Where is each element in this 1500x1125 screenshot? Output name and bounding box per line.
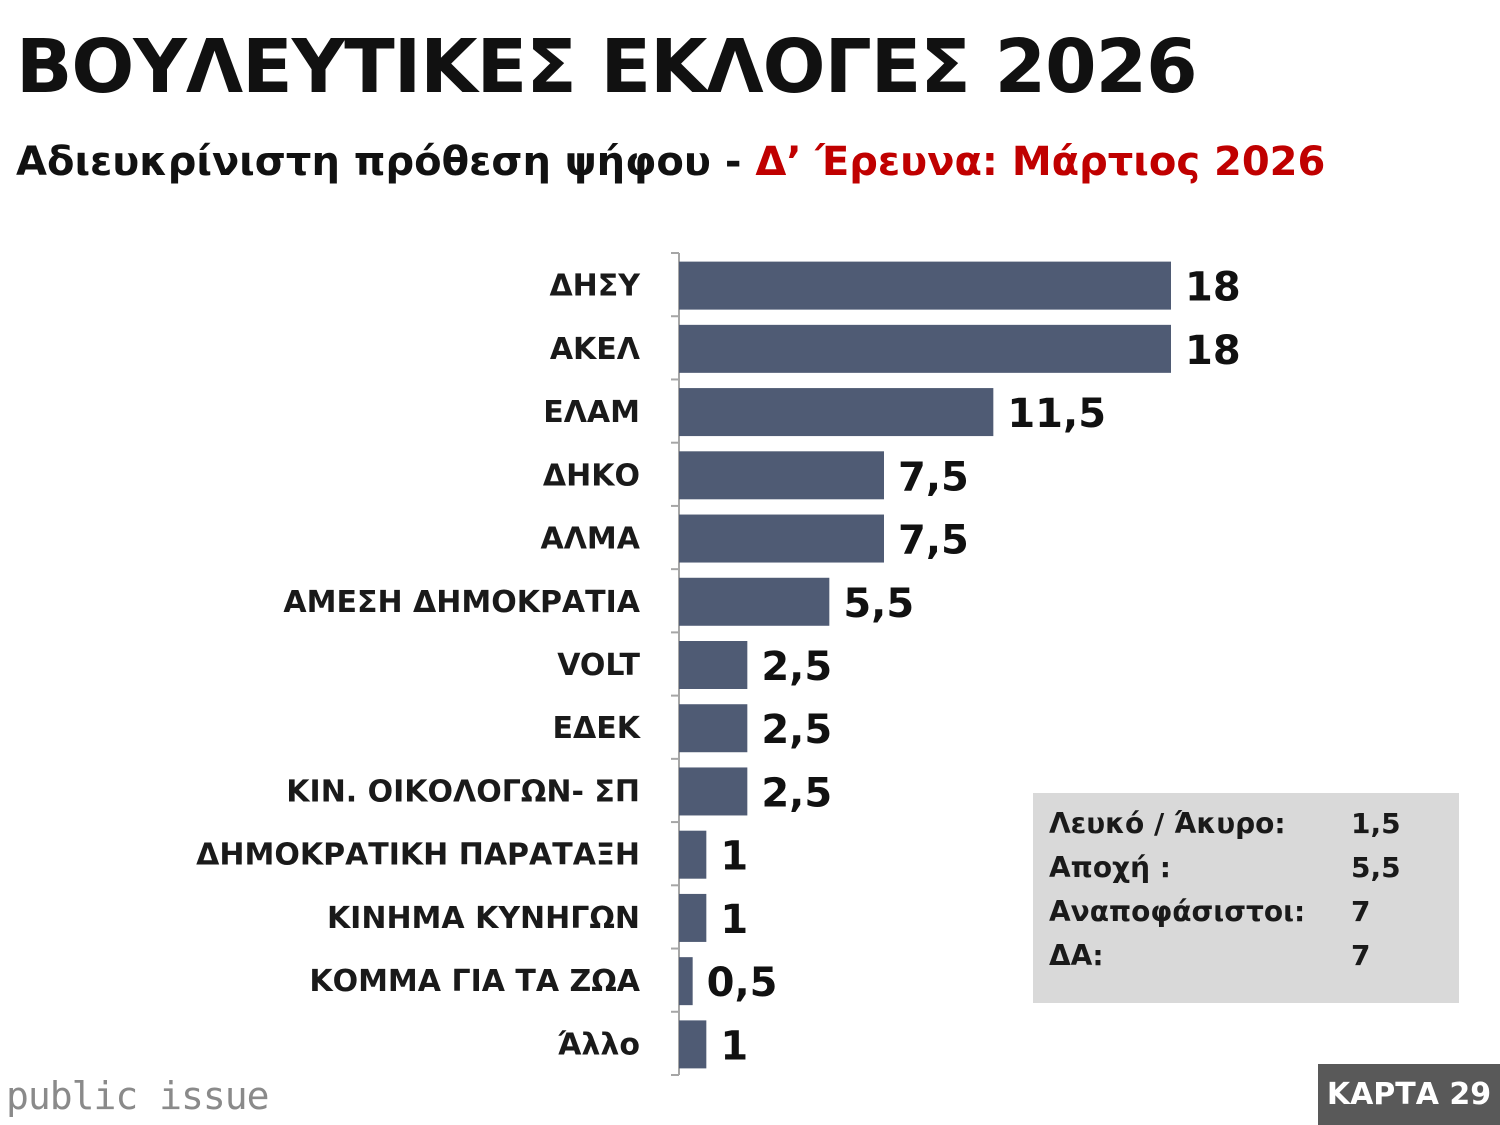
summary-label: Αποχή : xyxy=(1049,851,1171,884)
category-label: VOLT xyxy=(557,648,640,683)
summary-value: 1,5 xyxy=(1351,807,1401,840)
category-label: ΕΛΑΜ xyxy=(543,395,640,430)
bar xyxy=(679,641,748,689)
publisher-logo: public issue xyxy=(6,1074,270,1118)
bar xyxy=(679,388,994,437)
card-number-badge: ΚΑΡΤΑ 29 xyxy=(1318,1064,1500,1125)
value-label: 18 xyxy=(1185,328,1241,374)
value-label: 11,5 xyxy=(1007,391,1106,437)
category-label: Άλλο xyxy=(558,1027,641,1062)
value-label: 1 xyxy=(720,834,748,880)
category-label: ΑΚΕΛ xyxy=(550,332,641,367)
summary-value: 5,5 xyxy=(1351,851,1401,884)
bar xyxy=(679,1020,707,1069)
value-label: 1 xyxy=(720,897,748,943)
bar xyxy=(679,577,830,626)
category-label: ΚΙΝ. ΟΙΚΟΛΟΓΩΝ- ΣΠ xyxy=(286,774,640,809)
bar xyxy=(679,261,1171,310)
summary-box: Λευκό / Άκυρο: 1,5 Αποχή : 5,5 Αναποφάσι… xyxy=(1033,793,1459,1003)
category-label: ΑΛΜΑ xyxy=(540,522,640,557)
value-label: 2,5 xyxy=(761,770,832,816)
value-label: 7,5 xyxy=(898,518,969,564)
category-label: ΕΔΕΚ xyxy=(553,711,642,746)
page-subtitle: Αδιευκρίνιστη πρόθεση ψήφου - Δ’ Έρευνα:… xyxy=(16,140,1325,184)
subtitle-prefix: Αδιευκρίνιστη πρόθεση ψήφου - xyxy=(16,139,756,185)
value-label: 2,5 xyxy=(761,644,832,690)
summary-row-abstention: Αποχή : 5,5 xyxy=(1049,851,1459,895)
category-label: ΚΟΜΜΑ ΓΙΑ ΤΑ ΖΩΑ xyxy=(309,964,640,999)
summary-row-blank: Λευκό / Άκυρο: 1,5 xyxy=(1049,807,1459,851)
value-label: 0,5 xyxy=(707,960,778,1006)
value-label: 1 xyxy=(720,1023,748,1069)
bar xyxy=(679,451,884,500)
bar xyxy=(679,514,884,563)
category-label: ΔΗΚΟ xyxy=(543,458,640,493)
summary-row-undecided: Αναποφάσιστοι: 7 xyxy=(1049,895,1459,939)
bar xyxy=(679,893,707,942)
value-label: 5,5 xyxy=(843,581,914,627)
value-label: 2,5 xyxy=(761,707,832,753)
bar xyxy=(679,957,693,1006)
category-label: ΔΗΣΥ xyxy=(549,269,641,304)
summary-value: 7 xyxy=(1351,939,1371,972)
bar xyxy=(679,830,707,879)
summary-label: Αναποφάσιστοι: xyxy=(1049,895,1306,928)
bar xyxy=(679,324,1171,373)
subtitle-survey: Δ’ Έρευνα: Μάρτιος 2026 xyxy=(755,139,1326,185)
value-label: 7,5 xyxy=(898,454,969,500)
category-label: ΑΜΕΣΗ ΔΗΜΟΚΡΑΤΙΑ xyxy=(283,585,640,620)
summary-label: ΔΑ: xyxy=(1049,939,1104,972)
value-label: 18 xyxy=(1185,265,1241,311)
bar xyxy=(679,767,748,816)
page-title: ΒΟΥΛΕΥΤΙΚΕΣ ΕΚΛΟΓΕΣ 2026 xyxy=(16,24,1198,110)
category-label: ΔΗΜΟΚΡΑΤΙΚΗ ΠΑΡΑΤΑΞΗ xyxy=(196,838,640,873)
summary-row-no-answer: ΔΑ: 7 xyxy=(1049,939,1459,983)
category-label: ΚΙΝΗΜΑ ΚΥΝΗΓΩΝ xyxy=(327,901,640,936)
summary-value: 7 xyxy=(1351,895,1371,928)
bar xyxy=(679,704,748,753)
summary-label: Λευκό / Άκυρο: xyxy=(1049,807,1286,840)
